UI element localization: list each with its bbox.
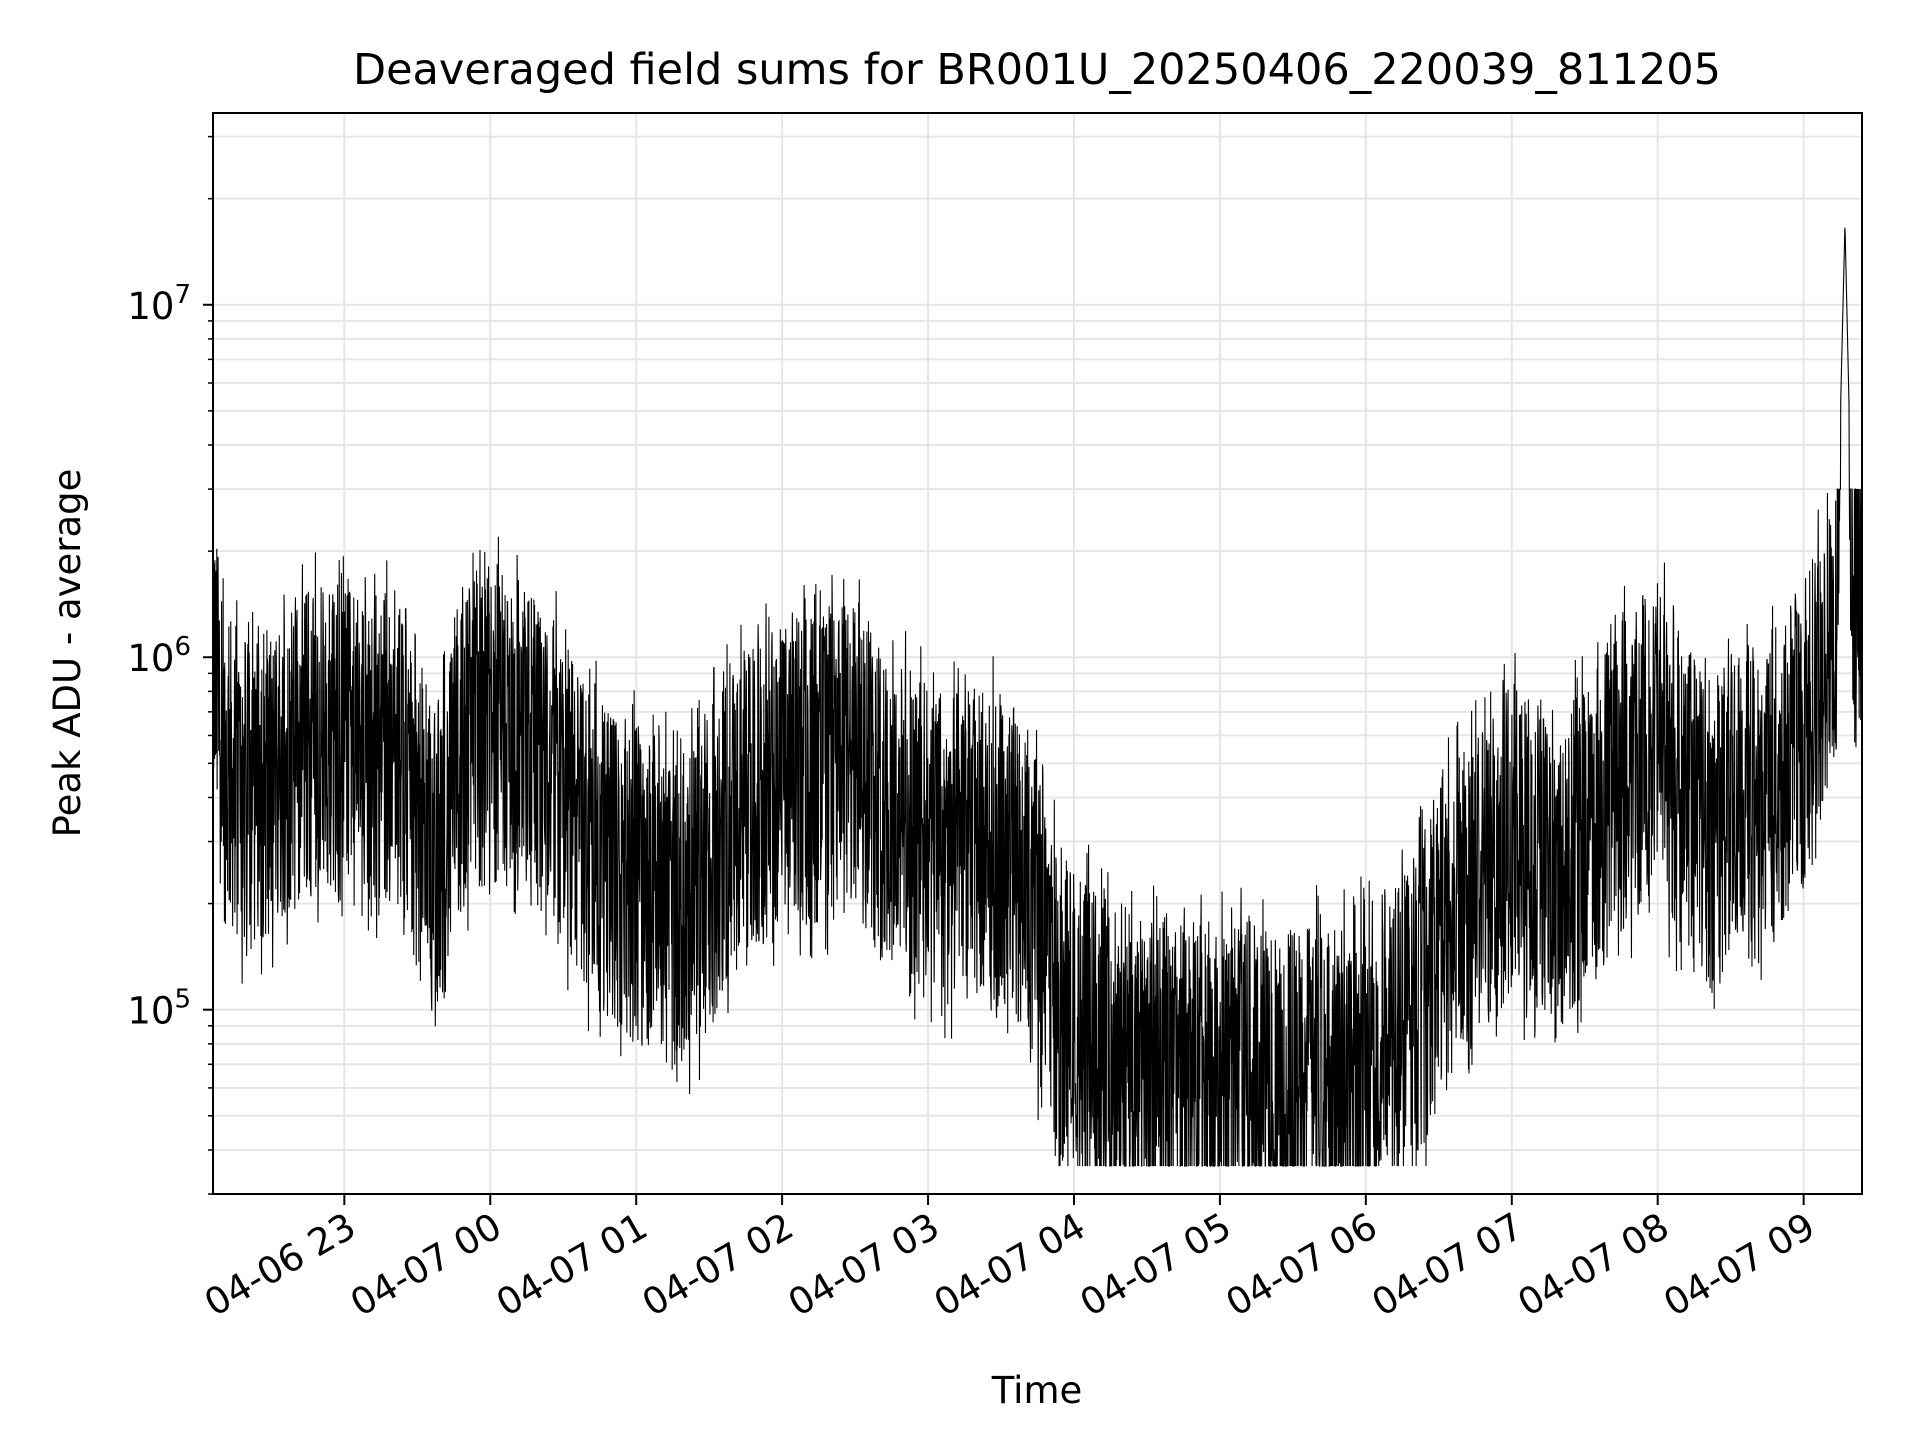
x-axis-label: Time	[991, 1369, 1083, 1412]
series-line	[212, 227, 1863, 1167]
plot-frame	[212, 112, 1863, 1195]
chart-title: Deaveraged field sums for BR001U_2025040…	[353, 45, 1721, 95]
y-axis-ticks: 105 106 107	[127, 135, 213, 1195]
y-tick-label: 106	[127, 632, 191, 680]
y-tick-label: 107	[127, 280, 191, 328]
y-axis-label: Peak ADU - average	[46, 469, 89, 838]
y-tick-label: 105	[127, 985, 191, 1033]
